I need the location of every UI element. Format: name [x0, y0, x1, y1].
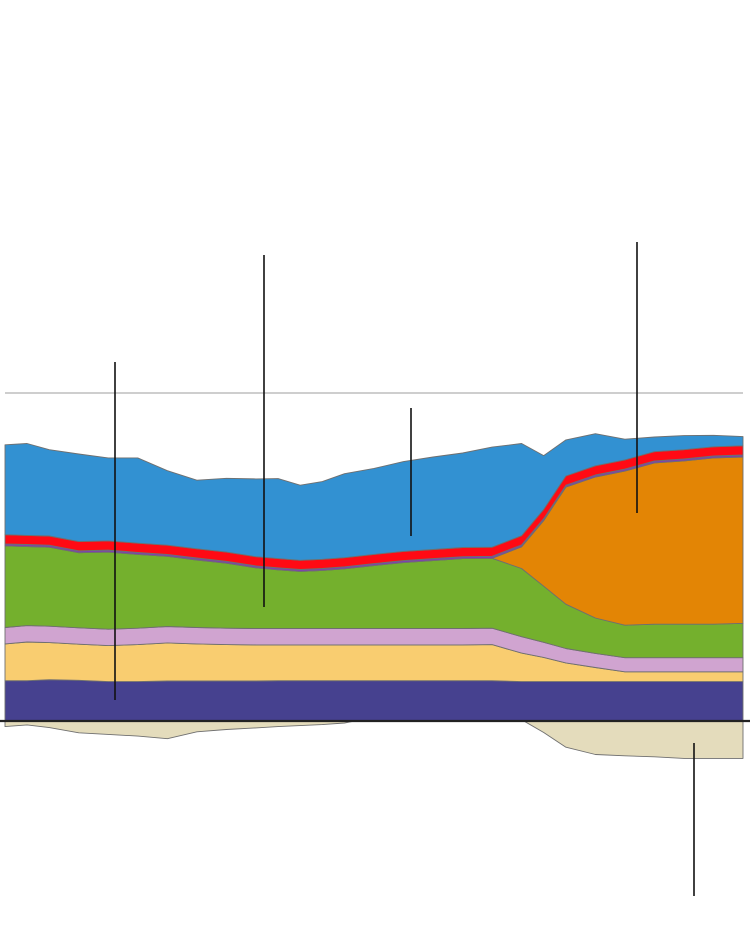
annotation-leader-lines	[114, 242, 695, 896]
area-layers	[4, 433, 744, 759]
